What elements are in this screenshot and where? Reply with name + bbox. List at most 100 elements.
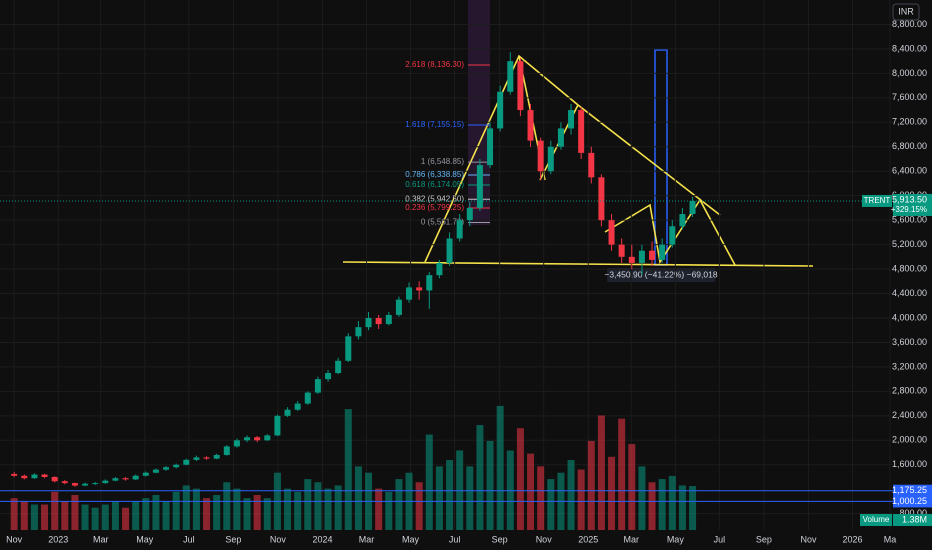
x-tick-label: May bbox=[136, 534, 154, 544]
candle-body bbox=[456, 220, 463, 239]
candle-body bbox=[244, 437, 251, 441]
volume-bar bbox=[294, 491, 302, 530]
x-tick-label: Mar bbox=[624, 534, 640, 544]
x-tick-label: Sep bbox=[225, 534, 241, 544]
volume-bar bbox=[284, 488, 292, 530]
fib-label: 0.618 (6,174.05) bbox=[405, 180, 464, 189]
x-tick-label: Nov bbox=[270, 534, 287, 544]
volume-bar bbox=[182, 485, 190, 530]
volume-bar bbox=[375, 488, 383, 530]
y-tick-label: 8,000.00 bbox=[892, 68, 927, 78]
candle-body bbox=[416, 287, 423, 291]
candle-body bbox=[466, 207, 473, 221]
y-tick-label: 800.00 bbox=[899, 508, 927, 518]
x-tick-label: Sep bbox=[492, 534, 508, 544]
candle-body bbox=[618, 244, 625, 257]
x-tick-label: 2023 bbox=[48, 534, 68, 544]
candle-body bbox=[335, 360, 342, 374]
last-price-change: +329.15% bbox=[891, 205, 927, 214]
y-tick-label: 3,200.00 bbox=[892, 361, 927, 371]
volume-bar bbox=[395, 479, 403, 530]
price-line-box bbox=[893, 484, 932, 497]
volume-name: Volume bbox=[863, 515, 890, 524]
y-tick-label: 8,800.00 bbox=[892, 19, 927, 29]
candle-body bbox=[152, 469, 159, 473]
y-tick-label: 2,800.00 bbox=[892, 386, 927, 396]
fib-label: 0.382 (5,942.50) bbox=[405, 194, 464, 203]
volume-bar bbox=[486, 440, 494, 530]
candle-body bbox=[568, 110, 575, 129]
x-tick-label: Jul bbox=[714, 534, 726, 544]
candle-body bbox=[649, 250, 656, 260]
y-tick-label: 1,600.00 bbox=[892, 459, 927, 469]
y-tick-label: 6,400.00 bbox=[892, 166, 927, 176]
x-tick-label: Nov bbox=[6, 534, 23, 544]
volume-bar bbox=[253, 495, 261, 530]
volume-value: 1.38M bbox=[902, 514, 927, 524]
volume-bar bbox=[628, 444, 636, 530]
volume-bar bbox=[415, 482, 423, 530]
candle-body bbox=[41, 474, 48, 477]
price-line-label: 1,175.25 bbox=[892, 485, 927, 495]
fib-label: 1 (6,548.85) bbox=[421, 157, 464, 166]
volume-bar bbox=[304, 479, 312, 530]
volume-bar bbox=[81, 504, 89, 530]
candle-body bbox=[406, 287, 413, 300]
measure-bg bbox=[607, 268, 715, 282]
candle-body bbox=[669, 226, 676, 245]
candle-body bbox=[446, 238, 453, 263]
fib-label: 1.618 (7,155.15) bbox=[405, 120, 464, 129]
y-tick-label: 5,600.00 bbox=[892, 215, 927, 225]
candle-body bbox=[385, 314, 392, 325]
candle-body bbox=[233, 440, 240, 447]
candle-body bbox=[557, 128, 564, 147]
candle-body bbox=[608, 220, 615, 245]
y-tick-label: 6,800.00 bbox=[892, 141, 927, 151]
candle-body bbox=[517, 61, 524, 111]
x-tick-label: 2026 bbox=[842, 534, 862, 544]
price-line-box bbox=[893, 495, 932, 508]
volume-bar bbox=[20, 501, 28, 530]
candle-body bbox=[355, 327, 362, 337]
x-tick-label: 2024 bbox=[312, 534, 332, 544]
candle-body bbox=[395, 299, 402, 315]
y-tick-label: 7,200.00 bbox=[892, 117, 927, 127]
volume-bar bbox=[162, 501, 170, 530]
candle-body bbox=[183, 459, 190, 465]
volume-bar bbox=[223, 482, 231, 530]
candle-body bbox=[588, 152, 595, 178]
volume-bar bbox=[618, 418, 626, 530]
currency: INR bbox=[898, 6, 914, 16]
candle-body bbox=[436, 262, 443, 276]
volume-bar bbox=[435, 466, 443, 530]
volume-bar bbox=[213, 495, 221, 530]
volume-bar bbox=[101, 504, 109, 530]
volume-bar bbox=[648, 482, 656, 530]
candle-body bbox=[547, 146, 554, 172]
x-tick-label: Nov bbox=[800, 534, 817, 544]
volume-bar bbox=[638, 466, 646, 530]
x-tick-label: 2025 bbox=[578, 534, 598, 544]
fib-band bbox=[468, 0, 490, 225]
y-tick-label: 4,400.00 bbox=[892, 288, 927, 298]
volume-bar bbox=[476, 425, 484, 530]
y-tick-label: 2,000.00 bbox=[892, 435, 927, 445]
measure-box bbox=[654, 49, 668, 266]
candle-body bbox=[274, 415, 281, 436]
fib-label: 0 (5,561.70) bbox=[421, 218, 464, 227]
volume-name-box bbox=[860, 514, 892, 526]
last-price-label: 5,913.50 bbox=[892, 194, 927, 204]
volume-bar bbox=[567, 460, 575, 530]
volume-bar bbox=[10, 498, 18, 530]
candle-body bbox=[507, 61, 514, 92]
volume-bar bbox=[547, 479, 555, 530]
y-tick-label: 7,600.00 bbox=[892, 92, 927, 102]
volume-bar bbox=[446, 460, 454, 530]
candle-body bbox=[426, 275, 433, 291]
candle-body bbox=[11, 473, 18, 476]
y-tick-label: 2,400.00 bbox=[892, 410, 927, 420]
volume-bar bbox=[61, 501, 69, 530]
candle-body bbox=[71, 483, 78, 486]
candle-body bbox=[213, 454, 220, 459]
